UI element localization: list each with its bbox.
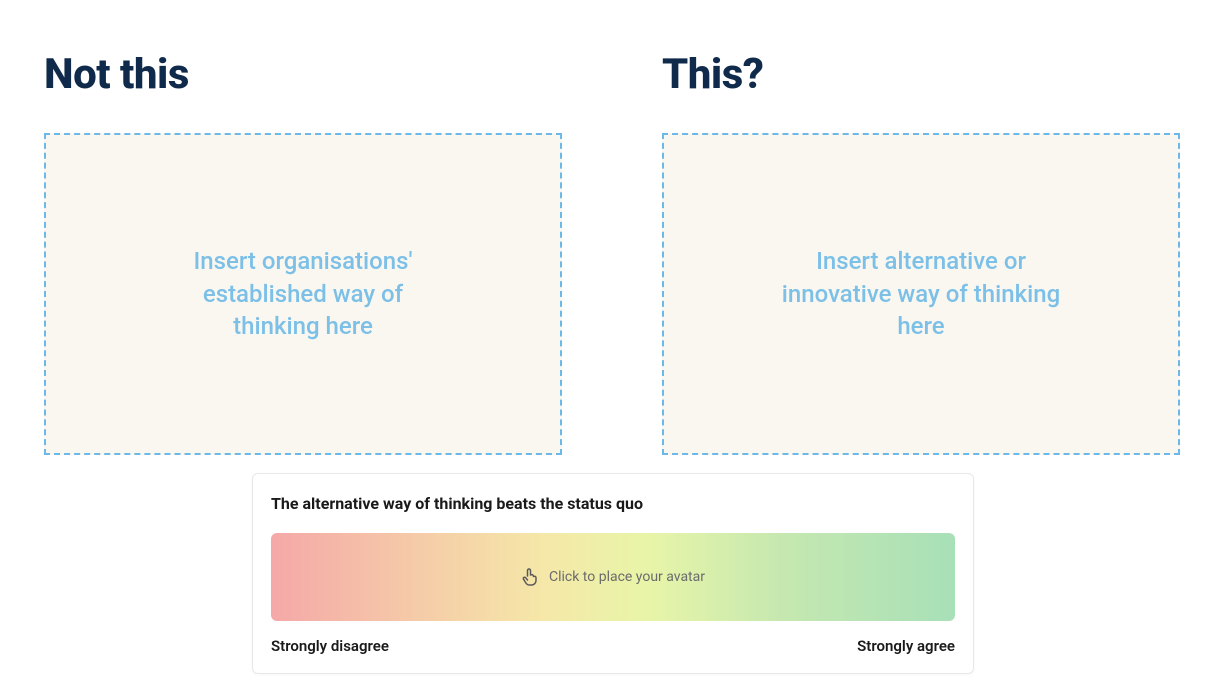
scale-labels: Strongly disagree Strongly agree — [271, 637, 955, 655]
poll-card: The alternative way of thinking beats th… — [252, 473, 974, 674]
right-placeholder-box[interactable]: Insert alternative or innovative way of … — [662, 133, 1180, 455]
left-placeholder-text: Insert organisations' established way of… — [163, 245, 443, 342]
gradient-bar[interactable]: Click to place your avatar — [271, 533, 955, 621]
right-heading: This? — [662, 50, 1180, 99]
right-placeholder-text: Insert alternative or innovative way of … — [781, 245, 1061, 342]
gradient-instruction: Click to place your avatar — [549, 569, 705, 585]
left-heading: Not this — [44, 50, 562, 99]
left-placeholder-box[interactable]: Insert organisations' established way of… — [44, 133, 562, 455]
scale-label-left: Strongly disagree — [271, 637, 389, 655]
scale-label-right: Strongly agree — [857, 637, 955, 655]
right-column: This? Insert alternative or innovative w… — [662, 50, 1180, 455]
poll-title: The alternative way of thinking beats th… — [271, 494, 955, 513]
left-column: Not this Insert organisations' establish… — [44, 50, 562, 455]
columns-layout: Not this Insert organisations' establish… — [44, 50, 1180, 455]
main-container: Not this Insert organisations' establish… — [0, 0, 1224, 455]
pointer-hand-icon — [521, 567, 539, 587]
